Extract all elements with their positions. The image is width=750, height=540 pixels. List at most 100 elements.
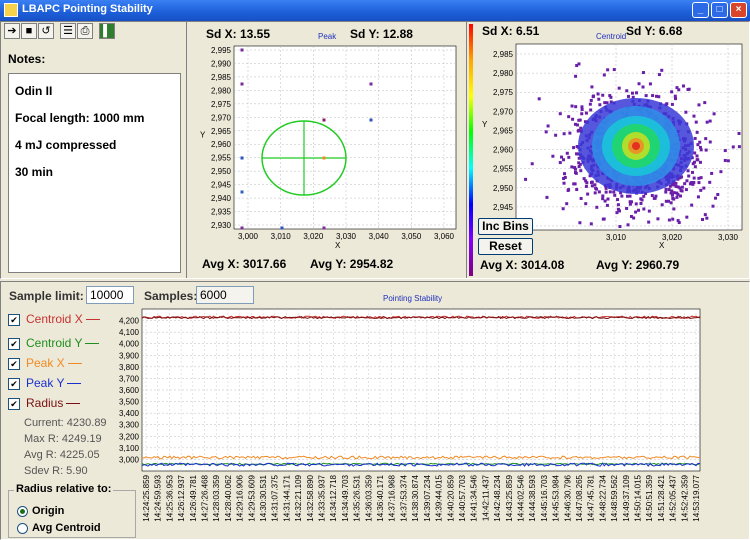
arrow-right-icon[interactable]: ➔	[4, 23, 20, 39]
checkbox-box[interactable]: ✔	[8, 313, 20, 326]
centroid-point	[573, 167, 577, 171]
centroid-point	[698, 140, 702, 144]
centroid-point	[596, 92, 600, 96]
centroid-point	[601, 194, 605, 198]
centroid-point	[574, 171, 578, 175]
centroid-point	[726, 159, 730, 163]
y-tick-label: 3,700	[119, 374, 140, 383]
centroid-point	[588, 102, 592, 106]
x-tick-label: 14:26:12.937	[177, 474, 186, 521]
centroid-point	[593, 191, 597, 195]
centroid-point	[631, 95, 635, 99]
centroid-point	[616, 203, 620, 207]
peak-scatter-plot: 2,995 2,990 2,985 2,980 2,975 2,970 2,965 2,960…	[200, 45, 457, 250]
centroid-point	[671, 183, 675, 187]
centroid-point	[563, 172, 567, 176]
legend-line	[67, 363, 82, 365]
title-bar: LBAPC Pointing Stability _ □ ×	[0, 0, 750, 21]
inc-bins-button[interactable]: Inc Bins	[478, 218, 533, 235]
close-button[interactable]: ×	[730, 2, 747, 18]
centroid-point	[586, 192, 590, 196]
centroid-point	[692, 181, 696, 185]
centroid-point	[575, 188, 579, 192]
x-tick-label: 14:26:49.781	[189, 474, 198, 521]
x-tick-label: 3,010	[606, 233, 627, 242]
minimize-button[interactable]: _	[692, 2, 709, 18]
refresh-icon[interactable]: ↺	[38, 23, 54, 39]
peak-point	[322, 156, 326, 160]
book-icon[interactable]: ▌	[99, 23, 115, 39]
origin-radio[interactable]: Origin	[17, 505, 64, 517]
centroid-point	[612, 190, 616, 194]
centroid-point	[642, 194, 646, 198]
centroid-point	[591, 94, 595, 98]
centroid-point	[737, 145, 741, 149]
centroid-point	[575, 152, 579, 156]
checkbox-label: Peak Y	[26, 376, 65, 390]
maximize-button[interactable]: □	[711, 2, 728, 18]
radio-dot[interactable]	[17, 522, 28, 534]
centroid-point	[573, 166, 577, 170]
centroid-point	[705, 120, 709, 124]
centroid-point	[695, 158, 699, 162]
stop-icon[interactable]: ■	[21, 23, 37, 39]
centroid-point	[628, 200, 632, 204]
peak-point	[322, 226, 326, 230]
centroid-point	[554, 133, 558, 137]
checkbox-box[interactable]: ✔	[8, 357, 20, 370]
centroid-point	[595, 205, 599, 209]
centroid-point	[679, 189, 683, 193]
centroid-point	[590, 184, 594, 188]
centroid-point	[626, 94, 630, 98]
centroid-point	[544, 130, 548, 134]
centroid-x-checkbox[interactable]: ✔ Centroid X	[8, 312, 100, 326]
checkbox-label: Radius	[26, 396, 64, 410]
print-icon[interactable]: ⎙	[77, 23, 93, 39]
y-tick-label: 2,955	[493, 165, 514, 174]
checkbox-box[interactable]: ✔	[8, 397, 20, 410]
centroid-point	[631, 91, 635, 95]
reset-button[interactable]: Reset	[478, 238, 533, 255]
pointing-stability-chart: 4,200 4,100 4,000 3,900 3,800 3,700 3,600 3,500…	[119, 308, 701, 522]
peak-plot-title: Peak	[318, 32, 337, 41]
sample-limit-input[interactable]: 10000	[86, 286, 134, 304]
centroid-point	[575, 64, 579, 68]
centroid-point	[584, 179, 588, 183]
avg-centroid-radio[interactable]: Avg Centroid	[17, 522, 101, 534]
centroid-point	[625, 194, 629, 198]
list-icon[interactable]: ☰	[60, 23, 76, 39]
y-tick-label: 2,935	[211, 208, 232, 217]
y-tick-label: 2,965	[493, 126, 514, 135]
peak-x-checkbox[interactable]: ✔ Peak X	[8, 356, 82, 370]
centroid-point	[673, 94, 677, 98]
divider	[186, 22, 187, 278]
x-tick-label: 14:47:45.781	[587, 474, 596, 521]
x-tick-label: 14:31:07.375	[271, 474, 280, 521]
notes-textarea[interactable]: Odin II Focal length: 1000 mm 4 mJ compr…	[8, 73, 181, 273]
centroid-y-checkbox[interactable]: ✔ Centroid Y	[8, 336, 100, 350]
centroid-point	[637, 82, 641, 86]
centroid-point	[616, 207, 620, 211]
y-tick-label: 2,960	[211, 140, 232, 149]
checkbox-box[interactable]: ✔	[8, 377, 20, 390]
y-tick-label: 3,000	[119, 455, 140, 464]
radius-checkbox[interactable]: ✔ Radius	[8, 396, 81, 410]
radio-label: Avg Centroid	[32, 522, 101, 534]
checkbox-box[interactable]: ✔	[8, 337, 20, 350]
centroid-point	[570, 104, 574, 108]
centroid-point	[669, 191, 673, 195]
y-tick-label: 2,975	[211, 100, 232, 109]
centroid-point	[571, 117, 575, 121]
centroid-point	[626, 223, 630, 227]
radio-dot[interactable]	[17, 505, 28, 517]
centroid-point	[605, 203, 609, 207]
centroid-point	[696, 143, 700, 147]
centroid-point	[604, 190, 608, 194]
peak-y-checkbox[interactable]: ✔ Peak Y	[8, 376, 82, 390]
centroid-point	[570, 165, 574, 169]
centroid-point	[601, 93, 605, 97]
centroid-point	[708, 119, 712, 123]
centroid-point	[698, 145, 702, 149]
centroid-point	[705, 216, 709, 220]
centroid-point	[667, 199, 671, 203]
